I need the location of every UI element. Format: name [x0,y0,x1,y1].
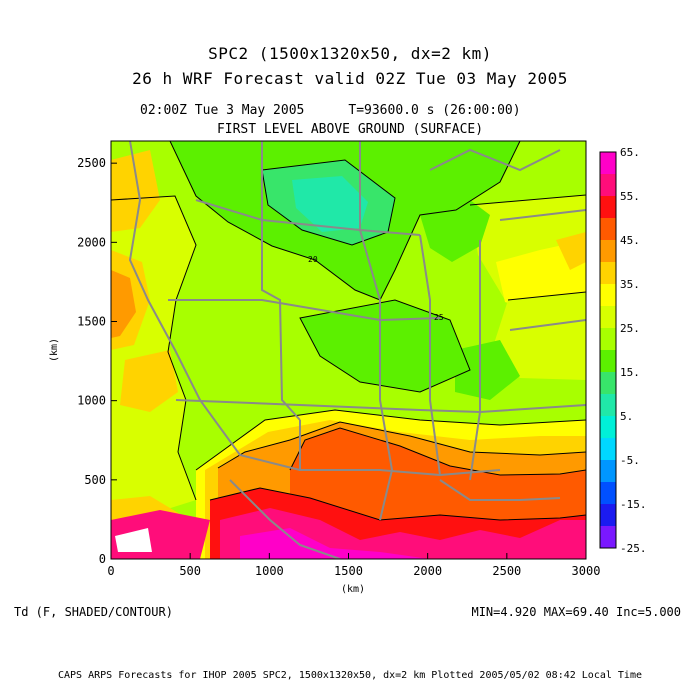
colorbar-label: 45. [620,234,640,247]
contour-lines [111,141,586,521]
x-tick-label: 1500 [334,564,363,578]
level-label: FIRST LEVEL ABOVE GROUND (SURFACE) [216,122,484,137]
colorbar-label: -15. [620,498,647,511]
colorbar-label: 15. [620,366,640,379]
colorbar-bin [600,262,616,285]
y-tick-label: 2500 [77,156,106,170]
colorbar-bin [600,174,616,197]
x-tick-label: 0 [107,564,114,578]
contour-label-25: 25 [434,313,444,322]
colorbar-bin [600,416,616,439]
x-axis-label: (km) [341,584,366,595]
colorbar-bin [600,372,616,395]
chart-title: SPC2 (1500x1320x50, dx=2 km) [208,44,492,63]
y-tick-label: 0 [99,552,106,566]
colorbar-label: 65. [620,146,640,159]
colorbar-bin [600,328,616,351]
y-axis-label: (km) [49,337,60,362]
colorbar-bin [600,240,616,263]
colorbar-labels: 65. 55. 45. 35. 25. 15. 5. -5. -15. -25. [620,146,647,555]
colorbar-bin [600,306,616,329]
x-axis-ticks [110,553,587,559]
colorbar [599,151,617,549]
x-tick-label: 2500 [492,564,521,578]
model-time: T=93600.0 s (26:00:00) [348,103,521,118]
dewpoint-field [111,141,586,559]
colorbar-bin [600,460,616,483]
colorbar-bin [600,482,616,505]
colorbar-bin [600,218,616,241]
colorbar-label: -25. [620,542,647,555]
x-axis-tick-labels: 0 500 1000 1500 2000 2500 3000 [107,564,600,578]
contour-label-20: 20 [308,255,318,264]
y-tick-label: 2000 [77,235,106,249]
variable-label: Td (F, SHADED/CONTOUR) [14,605,173,619]
colorbar-label: 25. [620,322,640,335]
x-tick-label: 500 [179,564,201,578]
x-tick-label: 3000 [572,564,601,578]
x-tick-label: 1000 [255,564,284,578]
colorbar-bin [600,394,616,417]
colorbar-bin [600,196,616,219]
y-axis-ticks [111,162,117,560]
footer-credit: CAPS ARPS Forecasts for IHOP 2005 SPC2, … [58,670,642,681]
chart-subtitle: 26 h WRF Forecast valid 02Z Tue 03 May 2… [132,69,568,88]
valid-time: 02:00Z Tue 3 May 2005 [140,103,305,118]
colorbar-bin [600,438,616,461]
colorbar-bin [600,284,616,307]
colorbar-frame [599,151,617,549]
colorbar-bin [600,504,616,527]
colorbar-label: 5. [620,410,633,423]
y-tick-label: 500 [84,473,106,487]
x-tick-label: 2000 [413,564,442,578]
colorbar-bin [600,152,616,175]
colorbar-bin [600,350,616,373]
stats-label: MIN=4.920 MAX=69.40 Inc=5.000 [471,605,681,619]
colorbar-label: 55. [620,190,640,203]
y-tick-label: 1000 [77,394,106,408]
state-boundaries [128,141,586,559]
colorbar-label: -5. [620,454,640,467]
time-line: 02:00Z Tue 3 May 2005 T=93600.0 s (26:00:… [140,104,521,117]
colorbar-bin [600,526,616,549]
y-tick-label: 1500 [77,315,106,329]
colorbar-label: 35. [620,278,640,291]
y-axis-tick-labels: 0 500 1000 1500 2000 2500 [77,156,106,566]
